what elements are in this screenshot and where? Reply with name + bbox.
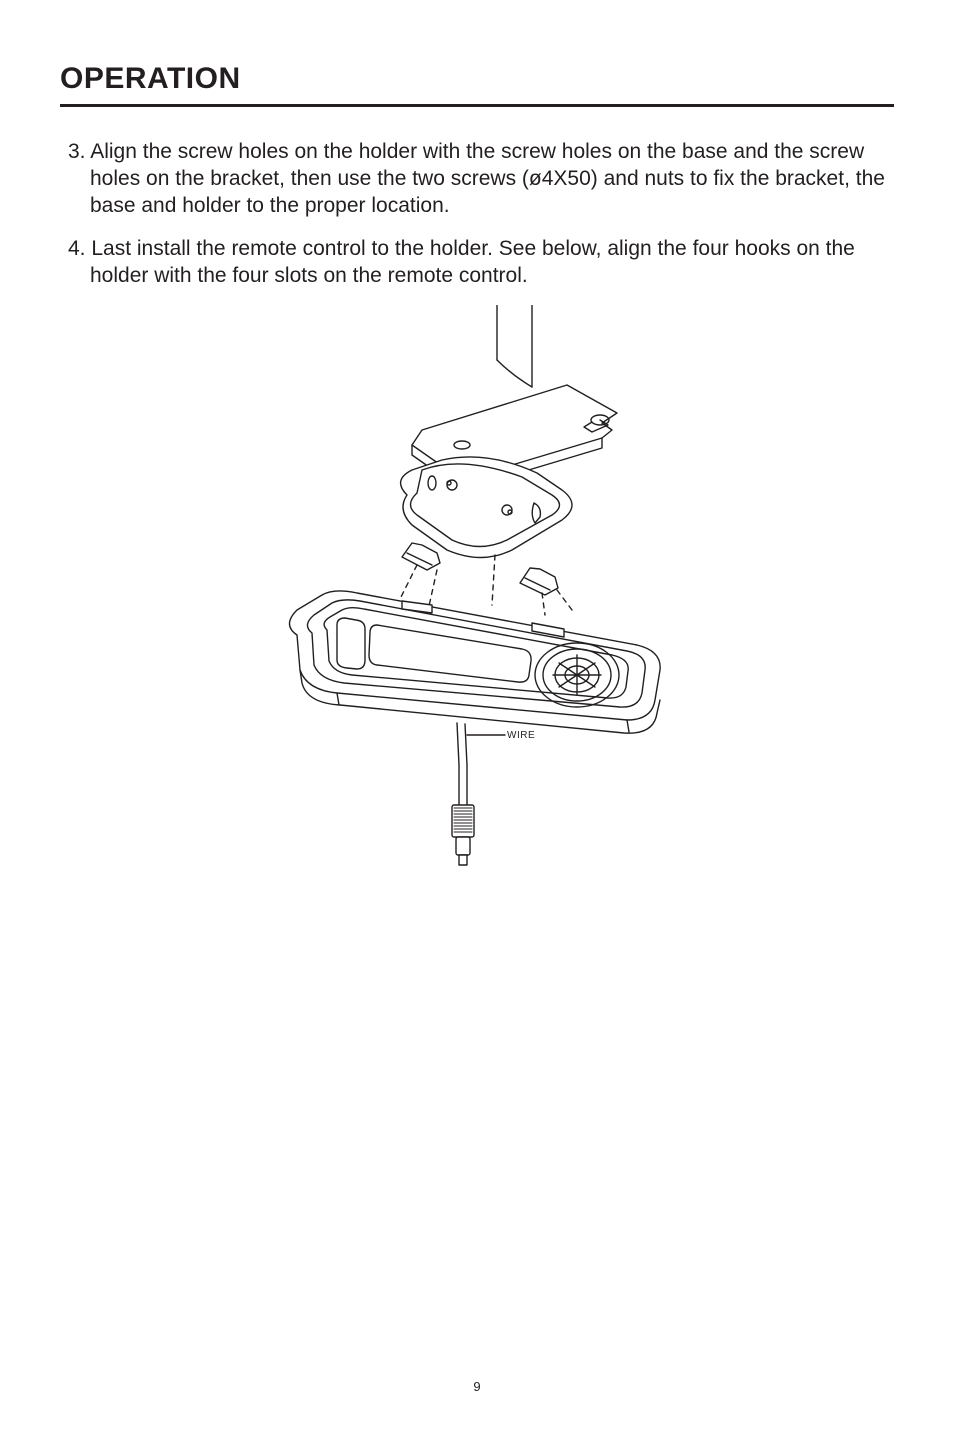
figure-container: WIRE xyxy=(60,305,894,895)
step-4: 4. Last install the remote control to th… xyxy=(60,236,894,290)
page-number: 9 xyxy=(0,1379,954,1394)
step-text: Last install the remote control to the h… xyxy=(90,237,855,287)
step-number: 3. xyxy=(68,140,86,163)
step-text: Align the screw holes on the holder with… xyxy=(90,140,885,217)
installation-svg xyxy=(262,305,692,895)
installation-figure: WIRE xyxy=(262,305,692,895)
step-3: 3. Align the screw holes on the holder w… xyxy=(60,139,894,220)
title-rule xyxy=(60,104,894,107)
page: OPERATION 3. Align the screw holes on th… xyxy=(0,0,954,1432)
wire-label: WIRE xyxy=(507,730,535,741)
section-title: OPERATION xyxy=(60,62,894,96)
step-number: 4. xyxy=(68,237,86,260)
